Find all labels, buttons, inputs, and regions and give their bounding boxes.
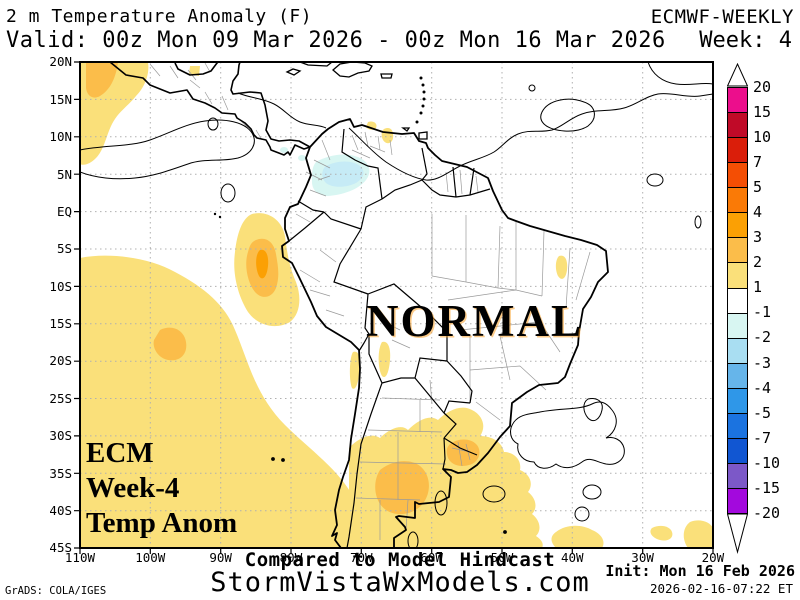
colorbar-label: 10 <box>753 128 772 147</box>
product-title: 2 m Temperature Anomaly (F) <box>6 6 313 27</box>
corner-annotation-line1: ECM <box>86 437 154 469</box>
colorbar-cell <box>728 388 747 414</box>
lon-tick-label: 50W <box>490 550 514 565</box>
lat-tick-label: 10N <box>49 129 72 145</box>
week-label: Week: 4 <box>699 28 792 53</box>
colorbar-label: -4 <box>753 378 772 397</box>
map-frame <box>79 61 714 549</box>
colorbar-label: -10 <box>753 453 781 472</box>
colorbar-cell <box>728 238 747 264</box>
lat-tick-label: 15N <box>49 91 72 107</box>
lon-tick-label: 40W <box>560 550 584 565</box>
colorbar-cell <box>728 413 747 439</box>
lat-tick-label: 10S <box>49 278 72 294</box>
lat-tick-label: 20N <box>49 54 72 70</box>
grads-credit: GrADS: COLA/IGES <box>5 585 107 597</box>
colorbar-label: -3 <box>753 353 772 372</box>
lat-tick-label: 40S <box>49 502 72 518</box>
colorbar <box>727 87 748 514</box>
lon-tick-label: 60W <box>420 550 443 565</box>
lat-tick-label: 30S <box>49 428 72 444</box>
colorbar-cell <box>728 163 747 189</box>
model-name: ECMWF-WEEKLY <box>650 6 794 28</box>
colorbar-upper-arrow <box>727 63 748 87</box>
country-borders <box>288 128 491 548</box>
lat-tick-label: 45S <box>49 540 72 556</box>
timestamp: 2026-02-16-07:22 ET <box>650 581 793 596</box>
init-time: Init: Mon 16 Feb 2026 <box>605 562 795 580</box>
colorbar-cell <box>728 313 747 339</box>
colorbar-cell <box>728 463 747 489</box>
lon-tick-label: 90W <box>209 550 232 565</box>
colorbar-label: 20 <box>753 78 772 97</box>
colorbar-cell <box>728 113 747 139</box>
colorbar-cell <box>728 438 747 464</box>
colorbar-cell <box>728 363 747 389</box>
islands <box>213 62 428 219</box>
colorbar-label: 3 <box>753 228 763 247</box>
south-america-coastline <box>281 118 609 548</box>
lat-tick-label: 5N <box>56 166 72 182</box>
lat-tick-label: 35S <box>49 465 72 481</box>
colorbar-cell <box>728 263 747 289</box>
lat-tick-label: 15S <box>49 316 72 332</box>
colorbar-label: -2 <box>753 328 772 347</box>
colorbar-label: 7 <box>753 153 763 172</box>
colorbar-cell <box>728 138 747 164</box>
longitude-axis: 110W 100W 90W 80W 70W 60W 50W 40W 30W 20W <box>45 550 748 565</box>
lon-tick-label: 20W <box>701 550 725 565</box>
hindcast-note: Compared to Model Hindcast <box>244 549 556 571</box>
site-watermark: StormVistaWxModels.com <box>210 567 590 598</box>
colorbar-cell <box>728 213 747 239</box>
corner-annotation-line2: Week-4 <box>86 472 180 504</box>
colorbar-cell <box>728 88 747 114</box>
colorbar-label: 15 <box>753 103 772 122</box>
colorbar-lower-arrow <box>727 513 748 554</box>
contour-lines <box>80 62 713 548</box>
axis-ticks <box>74 61 714 554</box>
colorbar-cell <box>728 188 747 214</box>
lat-tick-label: EQ <box>56 203 72 219</box>
lon-tick-label: 100W <box>135 550 166 565</box>
warm-anomaly-fills <box>80 62 713 548</box>
colorbar-label: 2 <box>753 253 763 272</box>
colorbar-label: -15 <box>753 478 781 497</box>
latitude-axis: 20N 15N 10N 5N EQ 5S 10S 15S 20S 25S 30S 35S 40S 45S <box>30 43 76 566</box>
colorbar-label: -1 <box>753 303 772 322</box>
colorbar-cell <box>728 288 747 314</box>
lon-tick-label: 80W <box>279 550 303 565</box>
colorbar-label: 4 <box>753 203 763 222</box>
colorbar-label: 5 <box>753 178 763 197</box>
colorbar-cell <box>728 489 747 514</box>
colorbar-label: -7 <box>753 428 772 447</box>
corner-annotation: ECM Week-4 Temp Anom <box>86 436 237 541</box>
colorbar-scale: 20 15 10 7 5 4 3 2 1 -1 -2 -3 -4 -5 -7 -10 -15 -20 <box>753 75 795 526</box>
colorbar-label: -5 <box>753 403 772 422</box>
colorbar-label: -20 <box>753 503 781 522</box>
cool-anomaly-fills <box>280 147 370 196</box>
lon-tick-label: 30W <box>631 550 654 565</box>
lat-tick-label: 25S <box>49 390 72 406</box>
colorbar-label: 1 <box>753 278 763 297</box>
valid-range: Valid: 00z Mon 09 Mar 2026 - 00z Mon 16 … <box>6 28 666 53</box>
colorbar-cell <box>728 338 747 364</box>
normal-annotation: NORMAL <box>366 296 583 346</box>
lon-tick-label: 70W <box>349 550 373 565</box>
lat-tick-label: 5S <box>56 241 72 257</box>
corner-annotation-line3: Temp Anom <box>86 507 238 539</box>
lat-tick-label: 20S <box>49 353 72 369</box>
lon-tick-label: 110W <box>64 550 96 565</box>
